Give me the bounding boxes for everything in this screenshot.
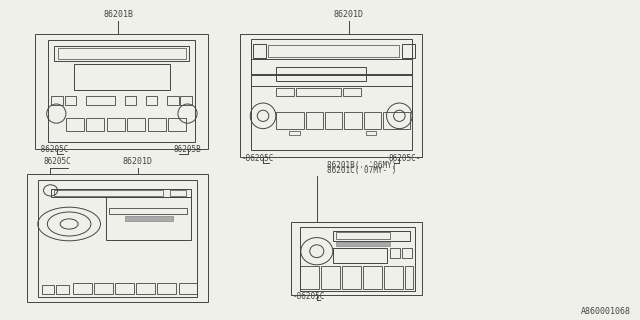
Bar	[170, 190, 186, 196]
Bar	[276, 112, 304, 129]
Bar	[86, 118, 104, 131]
Text: 86205C-: 86205C-	[388, 154, 420, 163]
Bar	[333, 231, 410, 241]
Text: 86205B-: 86205B-	[173, 145, 206, 154]
Bar	[364, 112, 381, 129]
Bar	[42, 285, 54, 294]
Text: 86201B( -'06MY): 86201B( -'06MY)	[327, 161, 396, 170]
Bar	[56, 285, 69, 294]
Bar	[336, 232, 390, 239]
Bar	[276, 88, 294, 96]
Bar	[251, 39, 412, 150]
Bar	[136, 283, 155, 294]
Bar	[74, 64, 170, 90]
Bar	[115, 283, 134, 294]
Bar	[363, 266, 382, 289]
Text: 86205C: 86205C	[44, 157, 71, 166]
Bar	[125, 96, 136, 105]
Text: 86201D: 86201D	[123, 157, 152, 166]
Bar	[107, 118, 125, 131]
Bar	[343, 88, 361, 96]
Bar	[125, 216, 173, 221]
Bar	[167, 96, 179, 105]
Text: A860001068: A860001068	[580, 307, 630, 316]
Bar	[306, 112, 323, 129]
Bar	[240, 34, 422, 157]
Text: -86205C: -86205C	[293, 292, 326, 301]
Bar	[65, 96, 76, 105]
Bar	[402, 44, 415, 58]
Text: -86205C: -86205C	[242, 154, 275, 163]
Bar	[179, 283, 197, 294]
Bar	[94, 283, 113, 294]
Bar	[86, 96, 115, 105]
Bar	[180, 96, 192, 105]
Bar	[35, 34, 208, 149]
Bar	[384, 266, 403, 289]
Bar	[54, 190, 163, 196]
Bar	[253, 44, 266, 58]
Bar	[251, 59, 412, 74]
Bar	[51, 189, 191, 197]
Bar	[336, 242, 390, 246]
Bar	[73, 283, 92, 294]
Bar	[58, 48, 186, 59]
Bar	[168, 118, 186, 131]
Bar	[106, 197, 191, 240]
Bar	[51, 96, 63, 105]
Bar	[342, 266, 361, 289]
Bar	[296, 88, 341, 96]
Bar	[291, 222, 422, 295]
Bar	[54, 46, 189, 61]
Bar	[127, 118, 145, 131]
Bar	[405, 266, 413, 289]
Bar	[300, 227, 415, 291]
Bar	[251, 75, 412, 86]
Bar	[268, 45, 399, 57]
Bar	[109, 208, 187, 214]
Bar	[146, 96, 157, 105]
Bar	[148, 118, 166, 131]
Bar	[157, 283, 176, 294]
Text: 86201D: 86201D	[334, 10, 364, 19]
Bar	[325, 112, 342, 129]
Bar	[66, 118, 84, 131]
Bar	[366, 131, 376, 135]
Bar	[383, 112, 410, 129]
Bar	[27, 174, 208, 302]
Bar	[402, 248, 412, 258]
Bar	[276, 67, 366, 81]
Bar	[48, 40, 195, 142]
Bar	[38, 180, 197, 297]
Text: -86205C: -86205C	[36, 145, 69, 154]
Text: 86201B: 86201B	[104, 10, 133, 19]
Bar	[344, 112, 362, 129]
Bar	[333, 248, 387, 263]
Bar	[390, 248, 400, 258]
Text: 86201C('07MY- ): 86201C('07MY- )	[327, 166, 396, 175]
Bar	[321, 266, 340, 289]
Bar	[289, 131, 300, 135]
Bar	[300, 266, 319, 289]
